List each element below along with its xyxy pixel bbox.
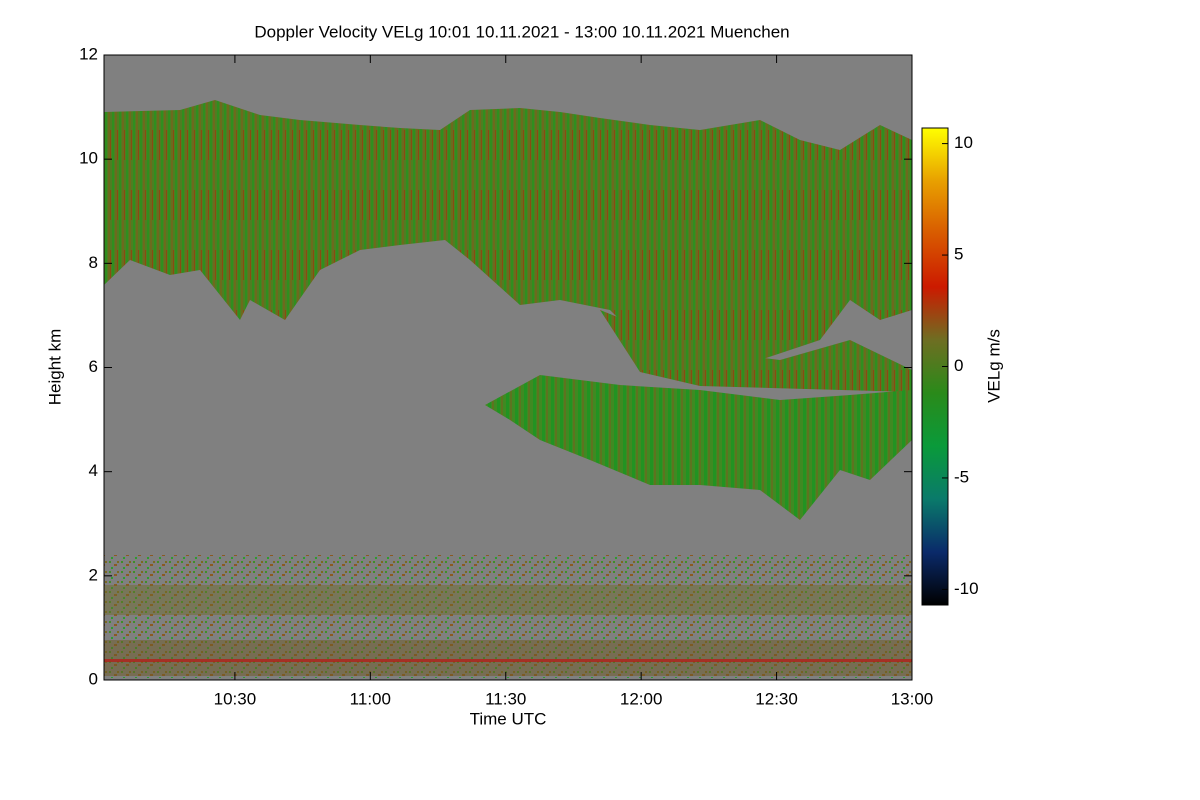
x-tick-label: 12:30 [755,689,798,708]
colorbar-tick-label: -5 [954,467,969,486]
x-tick-label: 11:00 [350,689,391,708]
chart-title: Doppler Velocity VELg 10:01 10.11.2021 -… [254,22,789,41]
colorbar-tick-label: 5 [954,245,963,264]
colorbar-tick-label: 0 [954,356,963,375]
x-tick-label: 10:30 [214,689,257,708]
y-tick-label: 2 [89,565,98,584]
x-axis-label: Time UTC [470,709,547,728]
colorbar-tick-label: 10 [954,133,973,152]
y-tick-label: 8 [89,253,98,272]
y-tick-label: 4 [89,461,98,480]
plot-area [103,54,913,681]
y-tick-label: 0 [89,669,98,688]
y-tick-label: 10 [79,149,98,168]
x-tick-label: 12:00 [620,689,663,708]
y-axis-label: Height km [45,329,64,406]
upper-cloud [104,100,912,370]
colorbar-label: VELg m/s [984,329,1003,403]
boundary-layer-band [104,585,912,615]
x-tick-label: 11:30 [485,689,526,708]
echo-regions [104,100,912,678]
cloud-bridge [600,310,912,392]
mid-cloud [485,375,912,520]
y-tick-label: 6 [89,357,98,376]
colorbar-tick-label: -10 [954,579,979,598]
x-tick-label: 13:00 [891,689,934,708]
y-tick-label: 12 [79,44,98,63]
surface-echo [104,659,912,662]
boundary-layer-band [104,640,912,676]
